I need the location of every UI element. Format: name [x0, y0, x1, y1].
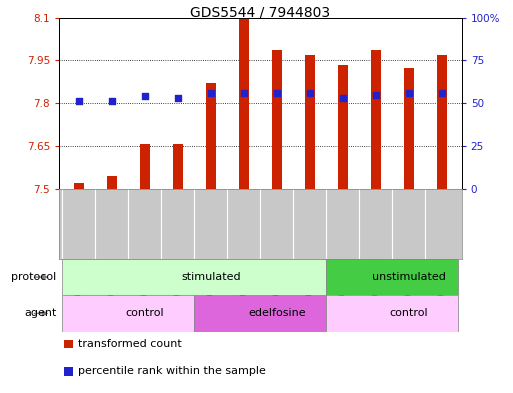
Text: percentile rank within the sample: percentile rank within the sample: [78, 366, 266, 376]
Bar: [305, 55, 315, 189]
Bar: [371, 50, 381, 189]
Bar: [107, 176, 117, 189]
Bar: [326, 295, 459, 332]
Point: [273, 90, 281, 96]
Point: [207, 90, 215, 96]
Bar: [62, 295, 194, 332]
Point: [339, 95, 347, 101]
Bar: [326, 259, 459, 295]
Point: [75, 98, 83, 105]
Bar: [239, 18, 249, 189]
Text: control: control: [389, 309, 428, 318]
Bar: [437, 55, 447, 189]
Point: [438, 90, 446, 96]
Text: control: control: [126, 309, 164, 318]
Point: [108, 98, 116, 105]
Point: [174, 95, 182, 101]
Point: [405, 90, 413, 96]
Bar: [272, 50, 282, 189]
Point: [141, 93, 149, 99]
Text: GDS5544 / 7944803: GDS5544 / 7944803: [190, 6, 330, 20]
Point: [240, 90, 248, 96]
Text: agent: agent: [24, 309, 56, 318]
Bar: [404, 68, 414, 189]
Bar: [206, 83, 216, 189]
Text: protocol: protocol: [11, 272, 56, 282]
Point: [372, 92, 380, 98]
Text: unstimulated: unstimulated: [372, 272, 446, 282]
Bar: [194, 295, 326, 332]
Text: edelfosine: edelfosine: [248, 309, 306, 318]
Text: transformed count: transformed count: [78, 339, 182, 349]
Bar: [173, 145, 183, 189]
Point: [306, 90, 314, 96]
Bar: [62, 259, 326, 295]
Text: stimulated: stimulated: [181, 272, 241, 282]
Bar: [338, 65, 348, 189]
Bar: [140, 145, 150, 189]
Bar: [74, 183, 84, 189]
